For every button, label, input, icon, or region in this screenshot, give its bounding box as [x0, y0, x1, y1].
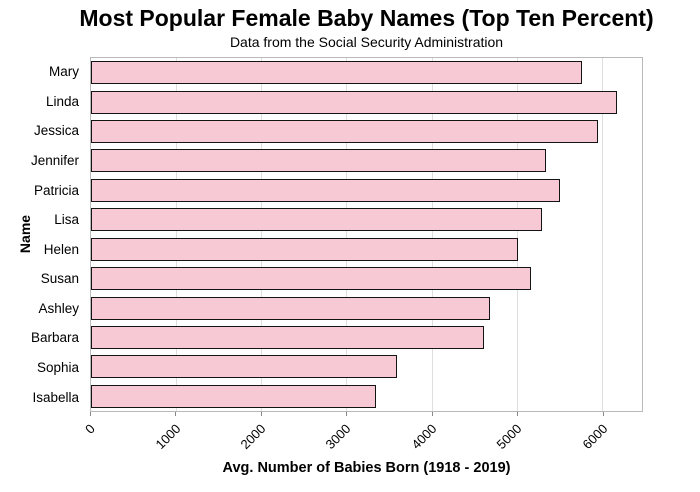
ytick-label-susan: Susan — [40, 271, 79, 287]
bar-row-linda — [91, 87, 642, 116]
bar-row-ashley — [91, 293, 642, 322]
bar-jessica — [91, 120, 598, 144]
bar-ashley — [91, 296, 490, 320]
ytick-label-jennifer: Jennifer — [30, 153, 79, 169]
xtick-mark-3000 — [346, 412, 348, 416]
xtick-label-text: 6000 — [579, 421, 611, 453]
bar-lisa — [91, 208, 543, 232]
bar-patricia — [91, 178, 561, 202]
xtick-mark-4000 — [431, 412, 433, 416]
gridline-6000 — [601, 58, 603, 411]
bar-mary — [91, 61, 583, 85]
ytick-label-jessica: Jessica — [33, 123, 79, 139]
bar-helen — [91, 237, 518, 261]
x-axis-tick-labels: 0 1000 2000 3000 4000 5000 6000 — [82, 412, 643, 458]
bar-row-patricia — [91, 176, 642, 205]
bar-series — [91, 58, 642, 411]
bar-isabella — [91, 384, 377, 408]
bar-row-sophia — [91, 352, 642, 381]
gridline-3000 — [346, 58, 348, 411]
bar-row-isabella — [91, 382, 642, 411]
ytick-label-linda: Linda — [45, 93, 79, 109]
xtick-label-text: 3000 — [322, 421, 355, 453]
bar-linda — [91, 90, 618, 114]
xtick-mark-6000 — [602, 412, 604, 416]
bar-row-susan — [91, 264, 642, 293]
y-axis-tick-labels: Mary Linda Jessica Jennifer Patricia Lisa Hele… — [0, 57, 85, 412]
plot-area — [90, 57, 643, 412]
bar-row-jennifer — [91, 146, 642, 175]
xtick-mark-0 — [90, 412, 91, 416]
ytick-label-ashley: Ashley — [38, 300, 79, 316]
xtick-mark-1000 — [175, 412, 177, 416]
xtick-label-text: 4000 — [408, 421, 440, 453]
xtick-label-text: 2000 — [237, 421, 269, 453]
bar-jennifer — [91, 149, 546, 173]
bar-barbara — [91, 326, 484, 349]
bar-susan — [91, 267, 532, 291]
gridline-1000 — [176, 58, 178, 411]
ytick-label-barbara: Barbara — [30, 330, 79, 346]
xtick-label-text: 1000 — [152, 421, 184, 453]
xtick-label-text: 5000 — [493, 421, 525, 453]
ytick-label-mary: Mary — [49, 64, 79, 80]
ytick-label-sophia: Sophia — [36, 360, 79, 376]
ytick-label-helen: Helen — [43, 241, 79, 257]
gridline-4000 — [431, 58, 433, 411]
gridline-2000 — [261, 58, 263, 411]
ytick-label-patricia: Patricia — [33, 182, 79, 198]
gridline-5000 — [516, 58, 518, 411]
bar-row-helen — [91, 235, 642, 264]
bar-sophia — [91, 355, 397, 379]
bar-row-barbara — [91, 323, 642, 352]
bar-row-lisa — [91, 205, 642, 234]
chart-header: Most Popular Female Baby Names (Top Ten … — [33, 5, 700, 50]
chart-subtitle: Data from the Social Security Administra… — [229, 33, 504, 50]
x-axis-title: Avg. Number of Babies Born (1918 - 2019) — [222, 460, 511, 476]
bar-row-jessica — [91, 117, 642, 146]
xtick-mark-2000 — [260, 412, 262, 416]
ytick-label-isabella: Isabella — [32, 389, 79, 405]
xtick-mark-5000 — [517, 412, 519, 416]
chart-title: Most Popular Female Baby Names (Top Ten … — [79, 5, 654, 31]
ytick-label-lisa: Lisa — [54, 212, 79, 228]
xtick-label-text: 0 — [81, 421, 98, 437]
bar-row-mary — [91, 58, 642, 87]
